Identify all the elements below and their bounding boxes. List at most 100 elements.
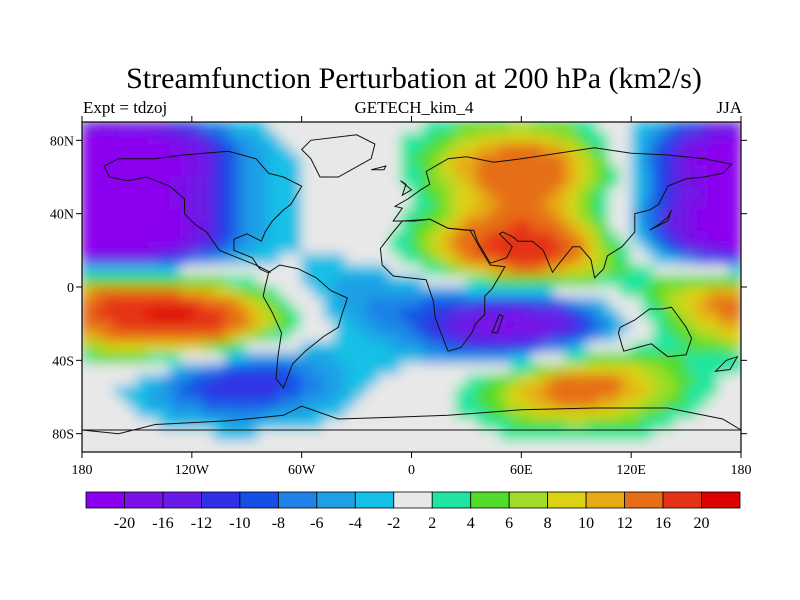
field-cell <box>125 165 138 178</box>
field-cell <box>334 352 347 365</box>
field-cell <box>191 363 204 376</box>
field-cell <box>323 374 336 387</box>
field-cell <box>213 418 226 431</box>
field-cell <box>729 418 741 431</box>
field-cell <box>180 319 193 332</box>
field-cell <box>597 297 610 310</box>
field-cell <box>235 209 248 222</box>
field-cell <box>531 330 544 343</box>
field-cell <box>411 242 423 255</box>
field-cell <box>465 396 478 409</box>
field-cell <box>323 286 336 299</box>
field-cell <box>290 253 303 266</box>
field-cell <box>180 297 193 310</box>
field-cell <box>290 440 303 452</box>
field-cell <box>301 253 314 266</box>
field-cell <box>553 264 566 277</box>
field-cell <box>641 231 654 244</box>
field-cell <box>180 418 193 431</box>
coastline <box>392 147 733 279</box>
field-cell <box>718 154 731 167</box>
field-cell <box>82 352 94 365</box>
field-cell <box>246 132 259 145</box>
field-cell <box>630 165 643 178</box>
field-cell <box>586 429 599 442</box>
field-cell <box>608 242 621 255</box>
field-cell <box>389 440 402 452</box>
field-cell <box>520 154 533 167</box>
field-cell <box>685 418 698 431</box>
field-cell <box>619 418 632 431</box>
field-cell <box>367 418 380 431</box>
field-cell <box>707 330 720 343</box>
field-cell <box>103 143 116 156</box>
field-cell <box>235 319 248 332</box>
field-cell <box>685 341 698 354</box>
field-cell <box>411 363 423 376</box>
colorbar-swatch <box>585 491 625 509</box>
field-cell <box>268 132 281 145</box>
field-cell <box>367 275 380 288</box>
field-cell <box>158 176 171 189</box>
field-cell <box>564 418 577 431</box>
lat-tick-label: 40S <box>52 354 74 369</box>
field-cell <box>597 374 610 387</box>
field-cell <box>257 187 270 200</box>
field-cell <box>476 286 489 299</box>
field-cell <box>597 253 610 266</box>
field-cell <box>257 341 270 354</box>
field-cell <box>520 429 533 442</box>
field-cell <box>202 418 215 431</box>
field-cell <box>575 319 588 332</box>
field-cell <box>213 429 226 442</box>
field-cell <box>465 319 478 332</box>
field-cell <box>487 440 500 452</box>
field-cell <box>334 187 347 200</box>
field-cell <box>169 396 182 409</box>
field-cell <box>356 253 369 266</box>
field-cell <box>202 407 215 420</box>
field-cell <box>378 352 391 365</box>
field-cell <box>443 418 456 431</box>
field-cell <box>301 385 314 398</box>
field-cell <box>180 330 193 343</box>
field-cell <box>103 308 116 321</box>
field-cell <box>531 297 544 310</box>
field-cell <box>400 231 412 244</box>
field-cell <box>158 242 171 255</box>
field-cell <box>696 352 709 365</box>
field-cell <box>674 143 687 156</box>
field-cell <box>323 297 336 310</box>
field-cell <box>443 231 456 244</box>
field-cell <box>323 209 336 222</box>
field-cell <box>92 385 105 398</box>
field-cell <box>575 154 588 167</box>
field-cell <box>520 363 533 376</box>
field-cell <box>520 286 533 299</box>
field-cell <box>345 374 358 387</box>
field-cell <box>454 165 467 178</box>
field-cell <box>663 363 676 376</box>
field-cell <box>224 264 237 277</box>
field-cell <box>718 231 731 244</box>
field-cell <box>224 176 237 189</box>
field-cell <box>301 176 314 189</box>
field-cell <box>136 264 149 277</box>
field-cell <box>323 220 336 233</box>
field-cell <box>608 418 621 431</box>
field-cell <box>454 396 467 409</box>
field-cell <box>729 407 741 420</box>
field-cell <box>608 220 621 233</box>
field-cell <box>103 154 116 167</box>
field-cell <box>180 187 193 200</box>
field-cell <box>652 319 665 332</box>
colorbar-label: -2 <box>387 515 400 532</box>
field-cell <box>641 429 654 442</box>
field-cell <box>443 297 456 310</box>
field-cell <box>323 440 336 452</box>
field-cell <box>356 308 369 321</box>
field-cell <box>707 374 720 387</box>
field-cell <box>443 154 456 167</box>
field-cell <box>213 396 226 409</box>
field-cell <box>421 176 434 189</box>
